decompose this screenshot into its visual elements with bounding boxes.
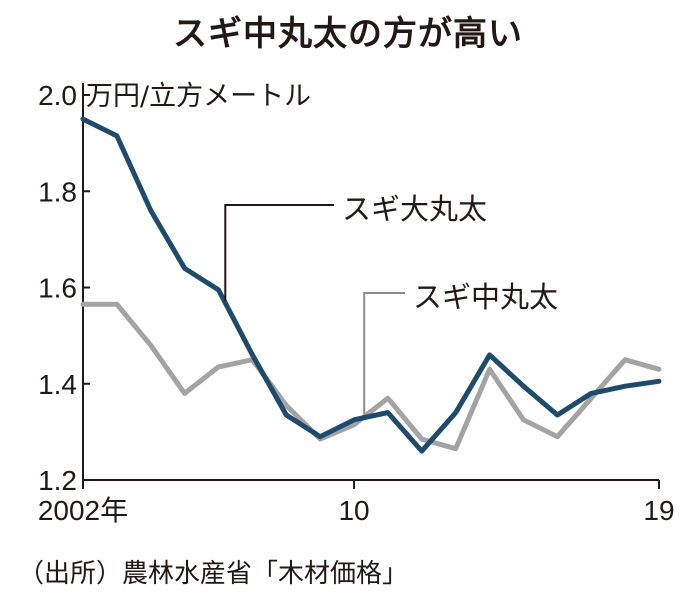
y-tick-label: 1.2 [38, 465, 77, 496]
y-tick-label: 1.6 [38, 273, 77, 304]
series-label-leader [363, 292, 405, 415]
series-label: スギ大丸太 [342, 192, 487, 226]
series-label-leader [224, 204, 334, 301]
y-tick-label: 1.8 [38, 176, 77, 207]
x-tick-label: 2002年 [38, 495, 128, 526]
x-tick-label: 10 [338, 495, 369, 526]
chart-axes [82, 83, 660, 489]
chart-title: スギ中丸太の方が高い [173, 14, 523, 54]
series-line-sugi-medium-log [80, 301, 662, 452]
y-tick-label: 1.4 [38, 369, 77, 400]
x-tick-label: 19 [643, 495, 674, 526]
y-tick-label: 2.0 [38, 80, 77, 111]
series-label-leaders [224, 204, 405, 415]
series-label: スギ中丸太 [413, 280, 558, 314]
chart-series-lines [80, 116, 662, 454]
source-note: （出所）農林水産省「木材価格」 [18, 559, 409, 589]
series-line-sugi-large-log [80, 116, 662, 454]
y-axis-unit-label: 万円/立方メートル [86, 81, 312, 112]
